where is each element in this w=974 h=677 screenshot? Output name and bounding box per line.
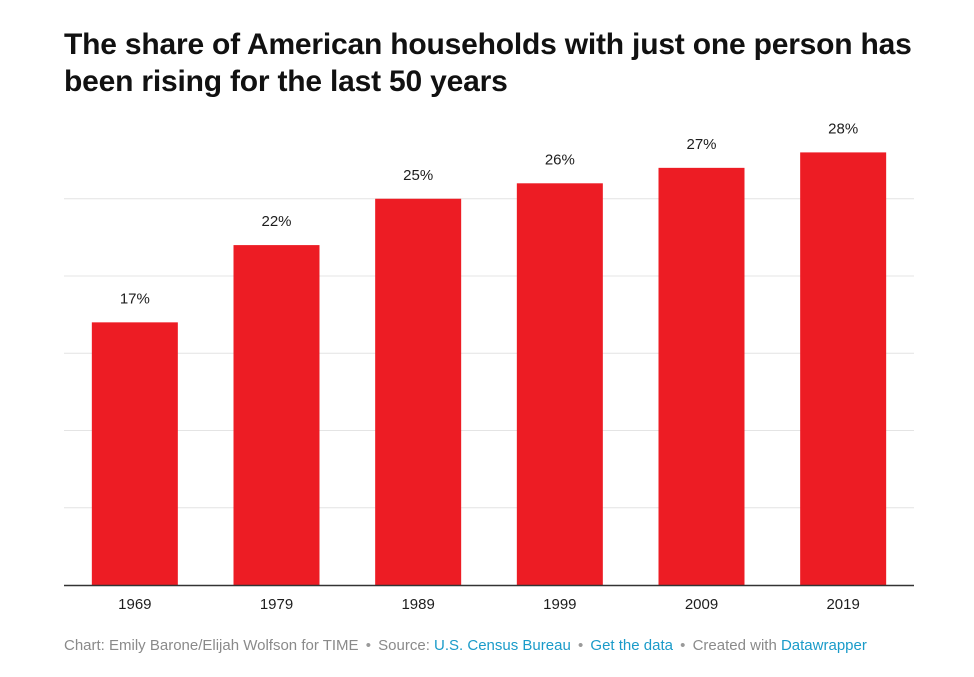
x-tick-1969: 1969	[118, 596, 151, 613]
data-labels: 17% 22% 25% 26% 27% 28%	[120, 120, 858, 307]
data-label-1989: 25%	[403, 167, 433, 184]
data-label-1979: 22%	[261, 213, 291, 230]
gridlines	[64, 198, 914, 509]
x-tick-2019: 2019	[826, 596, 859, 613]
bar-chart: 17% 22% 25% 26% 27% 28% 1969 1979 1989 1999 2009 2…	[64, 120, 914, 613]
datawrapper-link[interactable]: Datawrapper	[780, 637, 867, 654]
data-label-2009: 27%	[686, 136, 716, 153]
x-tick-1979: 1979	[260, 596, 293, 613]
bar-1989	[375, 198, 462, 585]
source-link[interactable]: U.S. Census Bureau	[434, 637, 571, 654]
data-label-2019: 28%	[828, 120, 858, 137]
x-tick-1989: 1989	[401, 596, 434, 613]
chart-title: The share of American households with ju…	[64, 28, 912, 98]
x-tick-1999: 1999	[543, 596, 576, 613]
separator: •	[577, 637, 584, 654]
x-tick-labels: 1969 1979 1989 1999 2009 2019	[118, 596, 860, 613]
created-prefix: Created with	[692, 637, 777, 654]
chart-footer: Chart: Emily Barone/Elijah Wolfson for T…	[64, 637, 867, 654]
separator: •	[365, 637, 371, 654]
data-label-1969: 17%	[120, 290, 150, 307]
separator: •	[680, 637, 686, 654]
get-data-link[interactable]: Get the data	[590, 637, 673, 654]
x-tick-2009: 2009	[685, 596, 718, 613]
bar-1979	[233, 245, 320, 585]
bar-1999	[516, 183, 603, 586]
source-prefix: Source:	[378, 637, 430, 654]
credit-text: Chart: Emily Barone/Elijah Wolfson for T…	[64, 637, 359, 654]
bar-2019	[800, 152, 887, 585]
bars	[91, 152, 887, 586]
bar-1969	[91, 322, 178, 585]
bar-2009	[658, 167, 745, 585]
data-label-1999: 26%	[545, 151, 575, 168]
